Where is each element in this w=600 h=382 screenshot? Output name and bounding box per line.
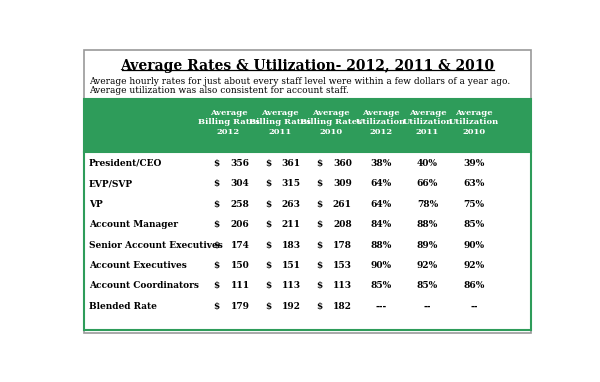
Text: 90%: 90% <box>370 261 392 270</box>
FancyBboxPatch shape <box>84 50 531 333</box>
Text: $: $ <box>265 180 271 188</box>
Text: $: $ <box>316 261 322 270</box>
Text: 182: 182 <box>333 302 352 311</box>
Text: Average
Billing Rates
2012: Average Billing Rates 2012 <box>197 108 259 136</box>
Text: 361: 361 <box>281 159 301 168</box>
Text: $: $ <box>316 241 322 249</box>
Text: 150: 150 <box>230 261 250 270</box>
Text: Account Executives: Account Executives <box>89 261 187 270</box>
Text: 211: 211 <box>282 220 301 229</box>
Text: Average
Utilization
2011: Average Utilization 2011 <box>403 108 452 136</box>
Text: Average
Utilization
2012: Average Utilization 2012 <box>356 108 406 136</box>
Text: 90%: 90% <box>463 241 485 249</box>
Text: 113: 113 <box>333 282 352 290</box>
Text: Average utilization was also consistent for account staff.: Average utilization was also consistent … <box>89 86 349 96</box>
Text: Account Manager: Account Manager <box>89 220 178 229</box>
Text: 85%: 85% <box>417 282 438 290</box>
Text: Average hourly rates for just about every staff level were within a few dollars : Average hourly rates for just about ever… <box>89 77 510 86</box>
Text: $: $ <box>316 302 322 311</box>
Text: 360: 360 <box>333 159 352 168</box>
Text: 86%: 86% <box>463 282 485 290</box>
Text: 78%: 78% <box>417 200 438 209</box>
Text: $: $ <box>214 282 220 290</box>
Text: $: $ <box>265 282 271 290</box>
Text: Average
Utilization
2010: Average Utilization 2010 <box>449 108 499 136</box>
Text: EVP/SVP: EVP/SVP <box>89 180 133 188</box>
Text: 153: 153 <box>333 261 352 270</box>
Text: 356: 356 <box>230 159 250 168</box>
Text: $: $ <box>316 180 322 188</box>
Text: $: $ <box>265 200 271 209</box>
Text: 40%: 40% <box>417 159 438 168</box>
Text: 206: 206 <box>230 220 250 229</box>
Text: 178: 178 <box>333 241 352 249</box>
Text: $: $ <box>316 200 322 209</box>
Text: ---: --- <box>376 302 386 311</box>
Text: Average
Billing Rates
2011: Average Billing Rates 2011 <box>248 108 311 136</box>
Text: 179: 179 <box>230 302 250 311</box>
Text: 315: 315 <box>282 180 301 188</box>
Text: 85%: 85% <box>463 220 485 229</box>
Text: 84%: 84% <box>370 220 392 229</box>
Text: 263: 263 <box>282 200 301 209</box>
Text: 113: 113 <box>281 282 301 290</box>
Text: $: $ <box>265 241 271 249</box>
Text: 261: 261 <box>333 200 352 209</box>
Text: 39%: 39% <box>463 159 485 168</box>
Text: $: $ <box>214 220 220 229</box>
Text: 309: 309 <box>333 180 352 188</box>
Text: $: $ <box>316 220 322 229</box>
Text: 89%: 89% <box>417 241 438 249</box>
Text: 258: 258 <box>230 200 250 209</box>
Text: 75%: 75% <box>463 200 485 209</box>
Text: 88%: 88% <box>370 241 392 249</box>
Text: 111: 111 <box>230 282 250 290</box>
Text: $: $ <box>265 302 271 311</box>
Text: $: $ <box>214 200 220 209</box>
Text: 38%: 38% <box>370 159 392 168</box>
Text: $: $ <box>265 261 271 270</box>
Text: 208: 208 <box>333 220 352 229</box>
Text: 66%: 66% <box>417 180 438 188</box>
Text: $: $ <box>214 302 220 311</box>
Text: 63%: 63% <box>463 180 485 188</box>
Text: Senior Account Executives: Senior Account Executives <box>89 241 223 249</box>
Text: $: $ <box>265 220 271 229</box>
Text: 88%: 88% <box>417 220 438 229</box>
Text: --: -- <box>424 302 431 311</box>
Text: 183: 183 <box>281 241 301 249</box>
Text: $: $ <box>265 159 271 168</box>
Text: 92%: 92% <box>417 261 438 270</box>
Text: Average
Billing Rates
2010: Average Billing Rates 2010 <box>300 108 362 136</box>
Text: --: -- <box>470 302 478 311</box>
FancyBboxPatch shape <box>84 152 531 330</box>
Text: 85%: 85% <box>370 282 392 290</box>
Text: Account Coordinators: Account Coordinators <box>89 282 199 290</box>
Text: 192: 192 <box>282 302 301 311</box>
Text: VP: VP <box>89 200 103 209</box>
Text: $: $ <box>214 180 220 188</box>
FancyBboxPatch shape <box>84 99 531 152</box>
Text: 304: 304 <box>230 180 250 188</box>
Text: President/CEO: President/CEO <box>89 159 163 168</box>
Text: $: $ <box>316 159 322 168</box>
Text: $: $ <box>214 241 220 249</box>
Text: 151: 151 <box>282 261 301 270</box>
Text: 174: 174 <box>230 241 250 249</box>
Text: Average Rates & Utilization- 2012, 2011 & 2010: Average Rates & Utilization- 2012, 2011 … <box>121 59 494 73</box>
Text: $: $ <box>214 159 220 168</box>
Text: Blended Rate: Blended Rate <box>89 302 157 311</box>
Text: 64%: 64% <box>370 200 392 209</box>
Text: $: $ <box>316 282 322 290</box>
Text: 92%: 92% <box>463 261 485 270</box>
Text: 64%: 64% <box>370 180 392 188</box>
Text: $: $ <box>214 261 220 270</box>
